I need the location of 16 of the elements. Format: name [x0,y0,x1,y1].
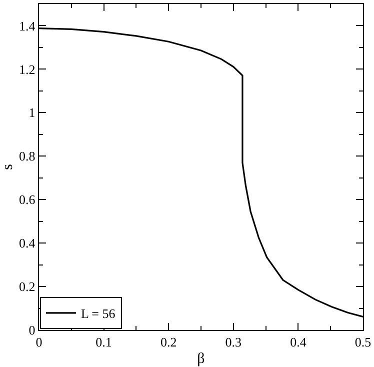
x-tick-label: 0.5 [354,334,372,350]
x-tick-label: 0.2 [160,334,177,350]
y-axis-title: s [0,164,16,170]
y-tick-label: 0.6 [19,192,36,208]
x-axis-title: β [197,351,205,367]
y-tick-label: 1.2 [19,62,36,77]
legend-label: L = 56 [80,306,116,322]
x-tick-label: 0.4 [290,334,307,350]
y-tick-label: 0 [28,322,36,338]
y-tick-label: 0.8 [19,148,36,164]
y-tick-label: 1.4 [19,18,36,34]
x-tick-label: 0.3 [225,334,242,350]
y-tick-label: 0.4 [19,236,36,251]
x-tick-label: 0.1 [96,334,112,350]
y-tick-label: 0.2 [19,279,36,294]
y-tick-label: 1 [28,105,36,120]
